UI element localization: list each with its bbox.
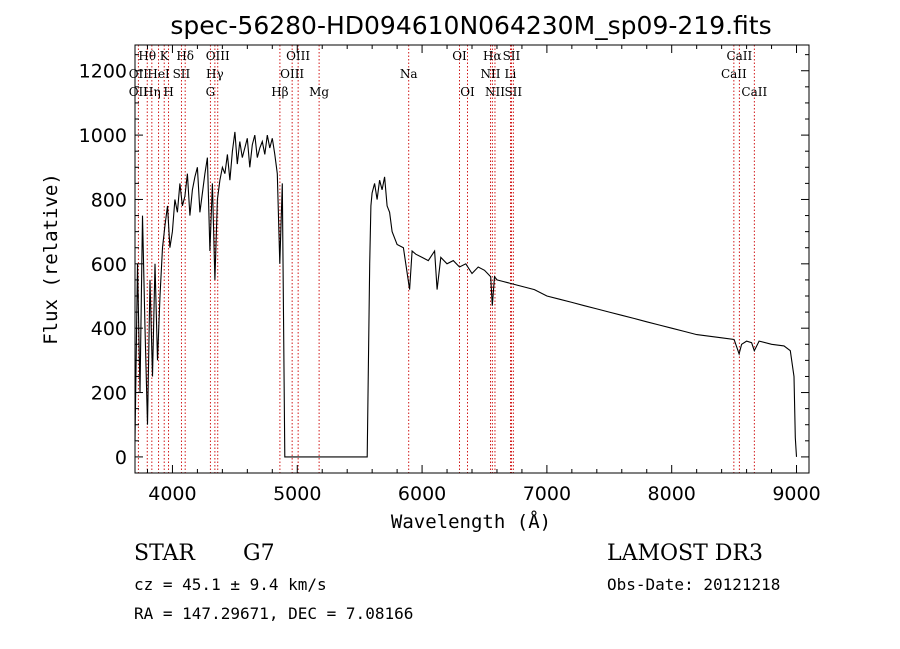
chart-title: spec-56280-HD094610N064230M_sp09-219.fit… <box>170 11 771 40</box>
spectral-line-label: OI <box>452 49 467 63</box>
y-tick-label: 1200 <box>79 61 127 83</box>
y-tick-label: 400 <box>91 318 127 340</box>
redshift-cz: cz = 45.1 ± 9.4 km/s <box>134 575 327 594</box>
x-tick-label: 9000 <box>772 483 820 505</box>
spectral-line-label: SII <box>503 49 521 63</box>
spectral-line-label: SII <box>173 67 191 81</box>
plot-frame <box>134 44 810 474</box>
x-tick-label: 5000 <box>273 483 321 505</box>
x-tick-label: 7000 <box>523 483 571 505</box>
spectral-line-label: Hβ <box>271 85 288 99</box>
spectral-line-label: K <box>160 49 170 63</box>
spectral-line-label: HeI <box>147 67 170 81</box>
spectral-line-label: H <box>163 85 173 99</box>
spectral-line-label: CaII <box>721 67 747 81</box>
spectral-line-label: OII <box>129 85 149 99</box>
spectral-line-label: OII <box>129 67 149 81</box>
y-axis-label: Flux (relative) <box>40 173 62 345</box>
x-tick-label: 4000 <box>148 483 196 505</box>
spectral-line-label: Hθ <box>138 49 156 63</box>
y-tick-label: 1000 <box>79 125 127 147</box>
ra-dec: RA = 147.29671, DEC = 7.08166 <box>134 604 413 623</box>
spectral-line-label: SII <box>504 85 522 99</box>
spectral-line-label: Na <box>400 67 418 81</box>
spectral-line-label: G <box>206 85 216 99</box>
x-tick-label: 6000 <box>398 483 446 505</box>
survey-name: LAMOST DR3 <box>607 541 763 566</box>
x-axis-ticks: 4000 5000 6000 7000 8000 9000 <box>146 45 821 505</box>
spectral-line-label: NII <box>485 85 505 99</box>
spectral-line-label: OIII <box>280 67 304 81</box>
y-tick-label: 800 <box>91 189 127 211</box>
spectral-line-label: OIII <box>286 49 310 63</box>
spectral-line-label: Hγ <box>206 67 224 81</box>
obs-date: Obs-Date: 20121218 <box>607 575 780 594</box>
x-tick-label: 8000 <box>648 483 696 505</box>
spectral-line-label: NII <box>480 67 500 81</box>
spectral-line-label: OIII <box>206 49 230 63</box>
y-tick-label: 0 <box>115 447 127 469</box>
spectral-line-label: Li <box>505 67 517 81</box>
spectral-line-label: Hα <box>483 49 502 63</box>
spectral-line-label: Mg <box>309 85 329 99</box>
spectrum-series-line <box>134 131 798 458</box>
spectral-line-label: Hη <box>143 85 161 99</box>
object-class: STAR <box>134 541 196 566</box>
y-axis-ticks: 0 200 400 600 800 1000 1200 <box>79 54 809 469</box>
spectral-line-markers <box>137 45 755 473</box>
spectral-line-label: Hδ <box>176 49 194 63</box>
spectral-line-label: CaII <box>741 85 767 99</box>
y-tick-label: 600 <box>91 254 127 276</box>
spectral-line-label: CaII <box>726 49 752 63</box>
y-tick-label: 200 <box>91 383 127 405</box>
object-subclass: G7 <box>243 541 275 566</box>
x-axis-label: Wavelength (Å) <box>391 510 551 533</box>
spectral-line-label: OI <box>460 85 475 99</box>
